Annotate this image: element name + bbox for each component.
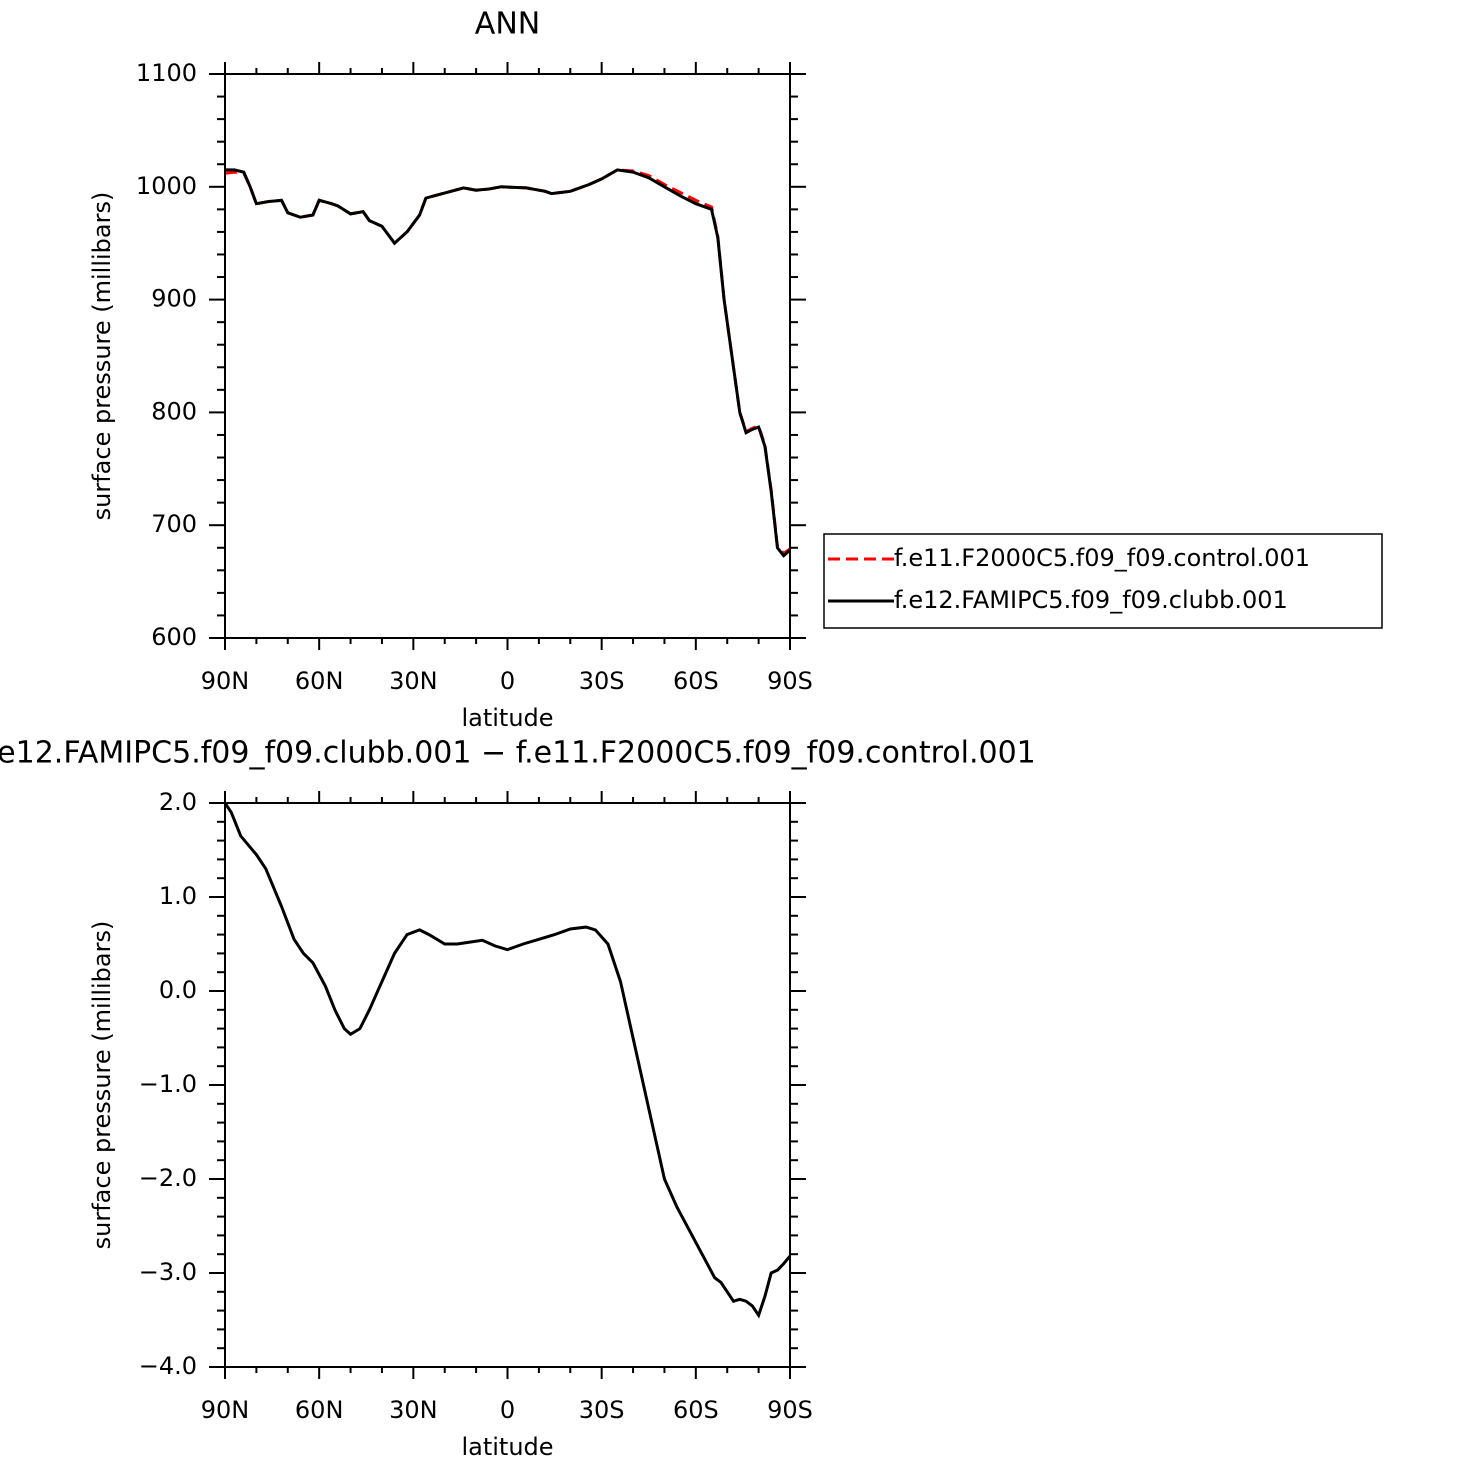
x-tick-label: 90S bbox=[767, 667, 813, 695]
x-tick-label: 60S bbox=[673, 1396, 719, 1424]
x-tick-label: 90N bbox=[201, 667, 250, 695]
y-tick-label: −2.0 bbox=[139, 1164, 197, 1192]
y-tick-label: −1.0 bbox=[139, 1070, 197, 1098]
y-tick-label: 700 bbox=[151, 510, 197, 538]
chart-title: ANN bbox=[475, 7, 540, 42]
x-tick-label: 60N bbox=[295, 667, 344, 695]
plot-frame bbox=[224, 73, 791, 639]
x-tick-label: 0 bbox=[500, 667, 515, 695]
y-tick-label: 600 bbox=[151, 623, 197, 651]
data-line bbox=[223, 802, 792, 1319]
y-tick-label: 0.0 bbox=[159, 976, 197, 1004]
legend-label: f.e11.F2000C5.f09_f09.control.001 bbox=[894, 544, 1310, 572]
y-tick-label: 1000 bbox=[136, 172, 197, 200]
x-tick-label: 90S bbox=[767, 1396, 813, 1424]
x-tick-label: 30N bbox=[389, 667, 438, 695]
data-line bbox=[225, 168, 792, 558]
legend-label: f.e12.FAMIPC5.f09_f09.clubb.001 bbox=[894, 586, 1288, 614]
plot-frame bbox=[224, 802, 791, 1368]
x-tick-label: 0 bbox=[500, 1396, 515, 1424]
x-axis-label: latitude bbox=[461, 704, 553, 732]
y-axis-label: surface pressure (millibars) bbox=[88, 921, 116, 1250]
x-tick-label: 30S bbox=[579, 1396, 625, 1424]
legend-box bbox=[823, 533, 1383, 629]
y-axis-label: surface pressure (millibars) bbox=[88, 192, 116, 521]
y-tick-label: 900 bbox=[151, 285, 197, 313]
x-tick-label: 60N bbox=[295, 1396, 344, 1424]
x-tick-label: 30S bbox=[579, 667, 625, 695]
y-tick-label: 1100 bbox=[136, 59, 197, 87]
y-tick-label: 2.0 bbox=[159, 788, 197, 816]
x-tick-label: 90N bbox=[201, 1396, 250, 1424]
y-tick-label: 1.0 bbox=[159, 882, 197, 910]
x-tick-label: 60S bbox=[673, 667, 719, 695]
y-tick-label: 800 bbox=[151, 397, 197, 425]
x-axis-label: latitude bbox=[461, 1433, 553, 1461]
y-tick-label: −3.0 bbox=[139, 1258, 197, 1286]
chart-title: f.e12.FAMIPC5.f09_f09.clubb.001 − f.e11.… bbox=[0, 736, 1036, 771]
x-tick-label: 30N bbox=[389, 1396, 438, 1424]
y-tick-label: −4.0 bbox=[139, 1352, 197, 1380]
